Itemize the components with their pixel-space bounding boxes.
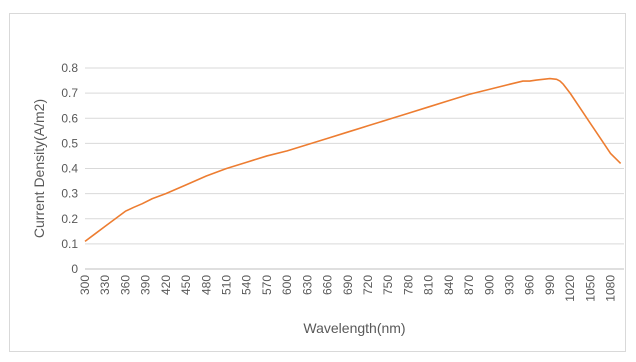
y-tick-label: 0.3 bbox=[61, 187, 78, 201]
x-tick-label: 300 bbox=[78, 275, 92, 295]
x-tick-label: 750 bbox=[381, 275, 395, 295]
x-axis-title: Wavelength(nm) bbox=[303, 320, 405, 336]
x-tick-label: 390 bbox=[139, 275, 153, 295]
x-tick-label: 330 bbox=[98, 275, 112, 295]
x-tick-label: 1020 bbox=[563, 275, 577, 302]
x-tick-label: 720 bbox=[361, 275, 375, 295]
x-axis-ticks: 300 330 360 390 420 450 480 510 540 570 600 630 660 6… bbox=[78, 275, 618, 302]
x-tick-label: 930 bbox=[502, 275, 516, 295]
y-tick-label: 0.8 bbox=[61, 61, 78, 75]
y-tick-label: 0.7 bbox=[61, 86, 78, 100]
x-tick-label: 360 bbox=[118, 275, 132, 295]
x-tick-label: 780 bbox=[401, 275, 415, 295]
x-tick-label: 810 bbox=[422, 275, 436, 295]
gridlines bbox=[85, 67, 624, 245]
x-tick-label: 990 bbox=[543, 275, 557, 295]
y-axis-ticks: 0 0.1 0.2 0.3 0.4 0.5 0.6 0.7 0.8 bbox=[61, 61, 78, 276]
x-tick-label: 510 bbox=[219, 275, 233, 295]
y-tick-label: 0 bbox=[71, 262, 78, 276]
x-tick-label: 450 bbox=[179, 275, 193, 295]
x-tick-label: 600 bbox=[280, 275, 294, 295]
series-line bbox=[84, 77, 622, 243]
x-tick-label: 420 bbox=[159, 275, 173, 295]
y-tick-label: 0.5 bbox=[61, 136, 78, 150]
x-tick-label: 840 bbox=[442, 275, 456, 295]
x-tick-label: 570 bbox=[260, 275, 274, 295]
x-tick-label: 480 bbox=[199, 275, 213, 295]
x-tick-label: 870 bbox=[462, 275, 476, 295]
y-tick-label: 0.4 bbox=[61, 162, 78, 176]
x-tick-label: 690 bbox=[341, 275, 355, 295]
x-tick-label: 540 bbox=[240, 275, 254, 295]
x-tick-label: 1080 bbox=[604, 275, 618, 302]
x-tick-label: 660 bbox=[321, 275, 335, 295]
x-tick-label: 1050 bbox=[583, 275, 597, 302]
x-tick-label: 960 bbox=[523, 275, 537, 295]
y-tick-label: 0.6 bbox=[61, 111, 78, 125]
x-tick-label: 900 bbox=[482, 275, 496, 295]
x-tick-label: 630 bbox=[300, 275, 314, 295]
y-tick-label: 0.1 bbox=[61, 237, 78, 251]
chart-frame bbox=[9, 13, 626, 352]
y-tick-label: 0.2 bbox=[61, 212, 78, 226]
y-axis-title: Current Density(A/m2) bbox=[31, 99, 47, 238]
